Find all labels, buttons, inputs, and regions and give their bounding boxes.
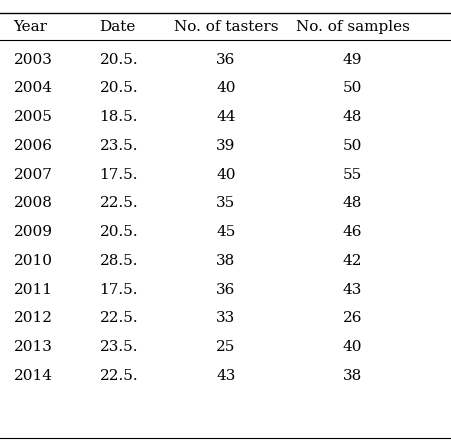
Text: 2011: 2011 (14, 282, 52, 297)
Text: 2004: 2004 (14, 81, 52, 95)
Text: 17.5.: 17.5. (99, 168, 138, 182)
Text: 35: 35 (216, 196, 235, 210)
Text: 38: 38 (342, 369, 361, 383)
Text: 2012: 2012 (14, 311, 52, 325)
Text: No. of samples: No. of samples (295, 19, 409, 34)
Text: 50: 50 (342, 81, 361, 95)
Text: 49: 49 (342, 53, 362, 67)
Text: 36: 36 (216, 53, 235, 67)
Text: 20.5.: 20.5. (99, 81, 138, 95)
Text: 20.5.: 20.5. (99, 53, 138, 67)
Text: No. of tasters: No. of tasters (173, 19, 278, 34)
Text: 48: 48 (342, 196, 361, 210)
Text: 2005: 2005 (14, 110, 52, 124)
Text: 2010: 2010 (14, 254, 52, 268)
Text: 36: 36 (216, 282, 235, 297)
Text: 17.5.: 17.5. (99, 282, 138, 297)
Text: 22.5.: 22.5. (99, 196, 138, 210)
Text: Year: Year (14, 19, 47, 34)
Text: 2014: 2014 (14, 369, 52, 383)
Text: 40: 40 (216, 168, 235, 182)
Text: Date: Date (99, 19, 135, 34)
Text: 46: 46 (342, 225, 362, 239)
Text: 2013: 2013 (14, 340, 52, 354)
Text: 55: 55 (342, 168, 361, 182)
Text: 43: 43 (216, 369, 235, 383)
Text: 2009: 2009 (14, 225, 52, 239)
Text: 33: 33 (216, 311, 235, 325)
Text: 43: 43 (342, 282, 361, 297)
Text: 23.5.: 23.5. (99, 139, 138, 153)
Text: 39: 39 (216, 139, 235, 153)
Text: 26: 26 (342, 311, 362, 325)
Text: 42: 42 (342, 254, 362, 268)
Text: 38: 38 (216, 254, 235, 268)
Text: 50: 50 (342, 139, 361, 153)
Text: 2008: 2008 (14, 196, 52, 210)
Text: 22.5.: 22.5. (99, 311, 138, 325)
Text: 23.5.: 23.5. (99, 340, 138, 354)
Text: 40: 40 (342, 340, 362, 354)
Text: 20.5.: 20.5. (99, 225, 138, 239)
Text: 40: 40 (216, 81, 235, 95)
Text: 48: 48 (342, 110, 361, 124)
Text: 45: 45 (216, 225, 235, 239)
Text: 18.5.: 18.5. (99, 110, 138, 124)
Text: 2007: 2007 (14, 168, 52, 182)
Text: 44: 44 (216, 110, 235, 124)
Text: 22.5.: 22.5. (99, 369, 138, 383)
Text: 2003: 2003 (14, 53, 52, 67)
Text: 2006: 2006 (14, 139, 52, 153)
Text: 28.5.: 28.5. (99, 254, 138, 268)
Text: 25: 25 (216, 340, 235, 354)
